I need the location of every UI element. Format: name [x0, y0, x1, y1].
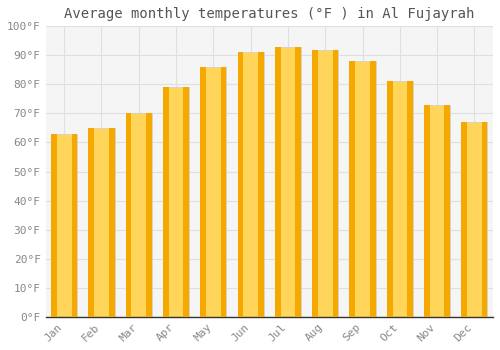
Bar: [462, 122, 467, 317]
Bar: [275, 47, 301, 317]
Bar: [258, 52, 264, 317]
Bar: [444, 105, 450, 317]
Bar: [312, 49, 338, 317]
Bar: [462, 122, 487, 317]
Bar: [238, 52, 264, 317]
Bar: [407, 82, 413, 317]
Bar: [350, 61, 376, 317]
Bar: [275, 47, 280, 317]
Bar: [220, 67, 226, 317]
Bar: [200, 67, 206, 317]
Bar: [482, 122, 488, 317]
Bar: [370, 61, 376, 317]
Bar: [312, 49, 318, 317]
Bar: [200, 67, 226, 317]
Bar: [126, 113, 132, 317]
Bar: [126, 113, 152, 317]
Bar: [387, 82, 392, 317]
Bar: [72, 134, 78, 317]
Bar: [88, 128, 94, 317]
Bar: [109, 128, 114, 317]
Bar: [238, 52, 244, 317]
Bar: [424, 105, 430, 317]
Bar: [424, 105, 450, 317]
Bar: [296, 47, 301, 317]
Bar: [350, 61, 355, 317]
Bar: [51, 134, 57, 317]
Bar: [146, 113, 152, 317]
Bar: [332, 49, 338, 317]
Title: Average monthly temperatures (°F ) in Al Fujayrah: Average monthly temperatures (°F ) in Al…: [64, 7, 474, 21]
Bar: [51, 134, 78, 317]
Bar: [163, 87, 169, 317]
Bar: [184, 87, 189, 317]
Bar: [88, 128, 115, 317]
Bar: [387, 82, 413, 317]
Bar: [163, 87, 189, 317]
